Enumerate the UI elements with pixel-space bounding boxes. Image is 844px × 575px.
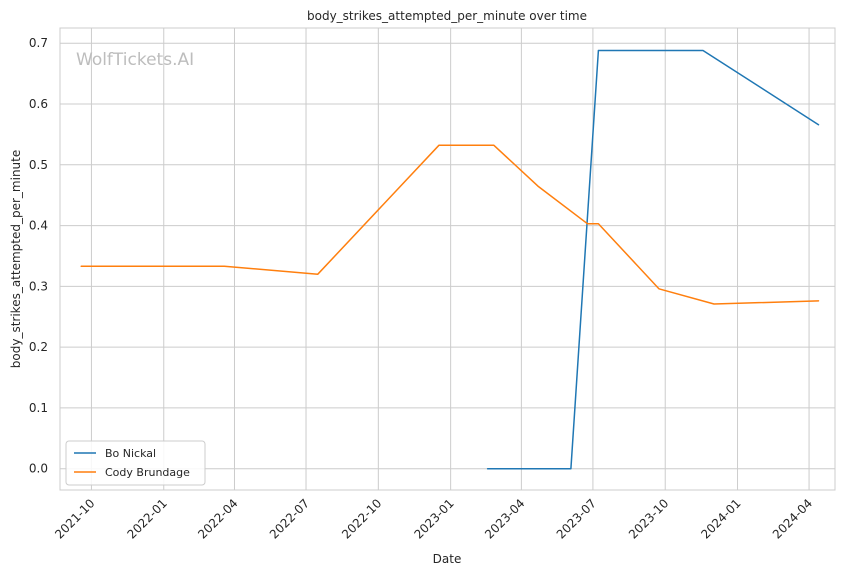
x-tick-label: 2023-10 bbox=[626, 496, 671, 541]
x-axis-title: Date bbox=[433, 552, 462, 566]
x-tick-label: 2024-04 bbox=[770, 496, 815, 541]
x-tick-label: 2022-04 bbox=[195, 496, 240, 541]
plot-frame bbox=[59, 27, 836, 491]
legend-label-cody-brundage: Cody Brundage bbox=[105, 466, 190, 479]
y-tick-label: 0.5 bbox=[29, 158, 48, 172]
y-tick-label: 0.3 bbox=[29, 279, 48, 293]
plot-area bbox=[60, 28, 835, 490]
legend: Bo Nickal Cody Brundage bbox=[65, 440, 206, 486]
y-tick-label: 0.0 bbox=[29, 462, 48, 476]
y-tick-label: 0.6 bbox=[29, 97, 48, 111]
x-tick-label: 2023-07 bbox=[554, 496, 599, 541]
x-tick-label: 2023-04 bbox=[482, 496, 527, 541]
watermark-text: WolfTickets.AI bbox=[76, 50, 194, 70]
y-tick-label: 0.7 bbox=[29, 36, 48, 50]
series-line-bo-nickal bbox=[486, 49, 820, 470]
x-axis-ticks: 2021-10 2022-01 2022-04 2022-07 2022-10 2023-… bbox=[52, 496, 815, 541]
y-tick-label: 0.4 bbox=[29, 219, 48, 233]
legend-label-bo-nickal: Bo Nickal bbox=[105, 447, 156, 460]
chart-title: body_strikes_attempted_per_minute over t… bbox=[307, 9, 587, 23]
x-tick-label: 2021-10 bbox=[52, 496, 97, 541]
y-tick-label: 0.2 bbox=[29, 340, 48, 354]
x-tick-label: 2022-01 bbox=[125, 496, 170, 541]
series-lines bbox=[80, 49, 820, 470]
legend-box bbox=[65, 440, 206, 486]
y-axis-ticks: 0.0 0.1 0.2 0.3 0.4 0.5 0.6 0.7 bbox=[29, 36, 48, 476]
x-tick-label: 2022-10 bbox=[339, 496, 384, 541]
series-line-cody-brundage bbox=[80, 144, 820, 305]
x-tick-label: 2023-01 bbox=[411, 496, 456, 541]
x-tick-label: 2024-01 bbox=[698, 496, 743, 541]
y-tick-label: 0.1 bbox=[29, 401, 48, 415]
x-tick-label: 2022-07 bbox=[267, 496, 312, 541]
y-axis-title: body_strikes_attempted_per_minute bbox=[9, 150, 23, 368]
